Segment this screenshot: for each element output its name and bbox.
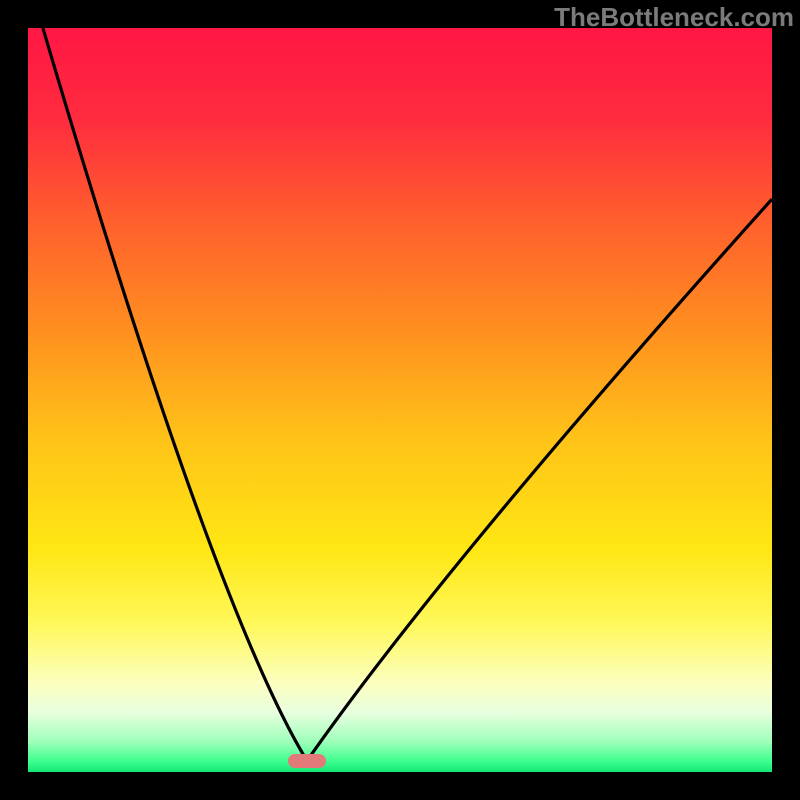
watermark-text: TheBottleneck.com xyxy=(554,2,794,33)
plot-area xyxy=(28,28,772,772)
gradient-background xyxy=(28,28,772,772)
optimal-range-marker xyxy=(288,754,326,768)
bottleneck-curve xyxy=(28,28,772,772)
chart-container: { "canvas": { "width": 800, "height": 80… xyxy=(0,0,800,800)
